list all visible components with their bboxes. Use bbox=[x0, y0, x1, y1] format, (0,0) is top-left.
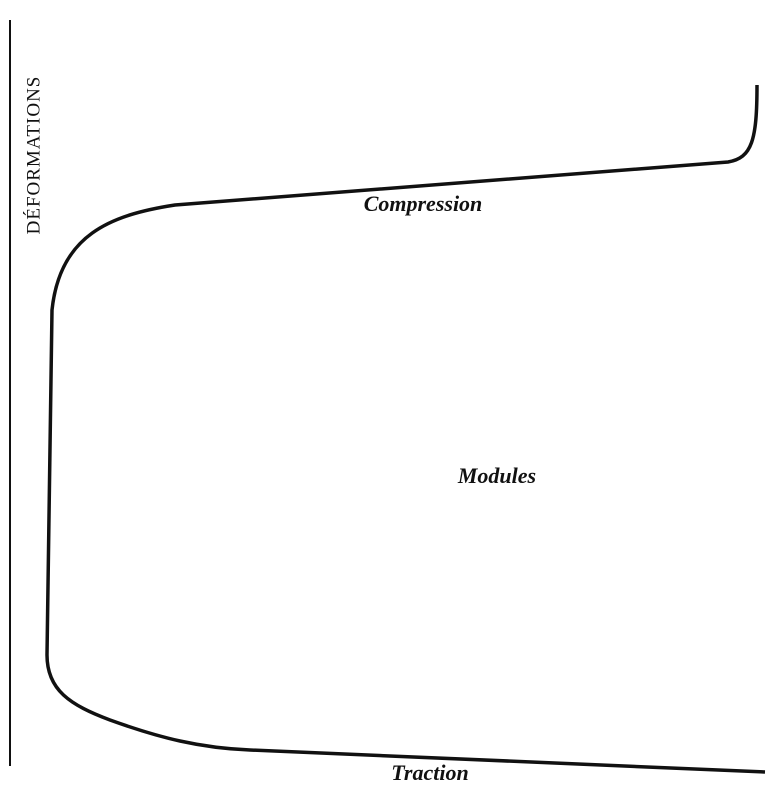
axis-label: DÉFORMATIONS bbox=[22, 76, 44, 235]
modules-label: Modules bbox=[457, 463, 536, 488]
compression-label: Compression bbox=[364, 191, 483, 216]
curve bbox=[45, 84, 766, 774]
traction-label: Traction bbox=[391, 760, 468, 785]
